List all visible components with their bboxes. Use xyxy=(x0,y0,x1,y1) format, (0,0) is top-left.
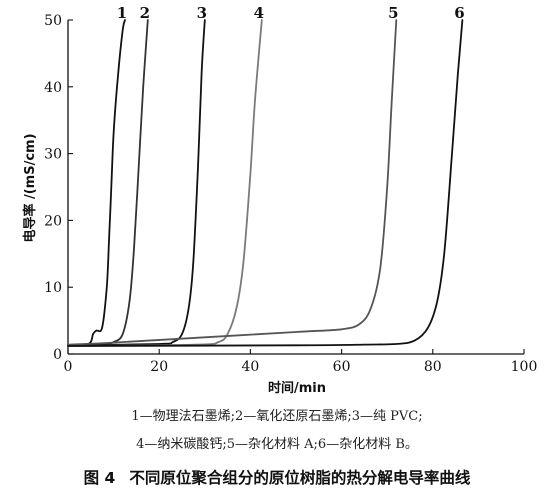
series-line-3 xyxy=(67,19,206,347)
series-label-6: 6 xyxy=(454,4,464,22)
figure-caption: 图 4 不同原位聚合组分的原位树脂的热分解电导率曲线 xyxy=(0,466,554,488)
y-tick-label: 30 xyxy=(44,147,62,163)
series-line-4 xyxy=(67,19,263,347)
series-label-1: 1 xyxy=(117,4,127,22)
x-tick-label: 40 xyxy=(241,359,259,375)
axes: 0 20 40 60 80 100 0 10 20 30 40 50 xyxy=(44,13,537,375)
series-line-6 xyxy=(67,19,464,347)
series-line-5 xyxy=(67,19,398,346)
y-axis-title: 电导率 /(mS/cm) xyxy=(22,133,38,242)
series-label-3: 3 xyxy=(197,4,207,22)
series-label-2: 2 xyxy=(140,4,150,22)
series-line-2 xyxy=(67,19,149,347)
x-tick-label: 0 xyxy=(64,359,73,375)
series-line-1 xyxy=(67,19,126,347)
series-label-5: 5 xyxy=(388,4,398,22)
y-tick-label: 50 xyxy=(44,13,62,29)
figure-title: 不同原位聚合组分的原位树脂的热分解电导率曲线 xyxy=(129,469,471,487)
x-tick-label: 60 xyxy=(333,359,351,375)
x-tick-label: 80 xyxy=(424,359,442,375)
y-tick-label: 20 xyxy=(44,213,62,229)
x-axis-title: 时间/min xyxy=(268,380,326,396)
y-tick-label: 10 xyxy=(44,280,62,296)
legend-line-2: 4—纳米碳酸钙;5—杂化材料 A;6—杂化材料 B。 xyxy=(136,437,418,452)
legend-line-1: 1—物理法石墨烯;2—氧化还原石墨烯;3—纯 PVC; xyxy=(131,409,423,424)
x-tick-label: 20 xyxy=(150,359,168,375)
series-label-4: 4 xyxy=(254,4,264,22)
figure-number: 图 4 xyxy=(83,469,116,487)
x-tick-label: 100 xyxy=(511,359,538,375)
y-tick-label: 0 xyxy=(53,347,62,363)
y-tick-label: 40 xyxy=(44,80,62,96)
